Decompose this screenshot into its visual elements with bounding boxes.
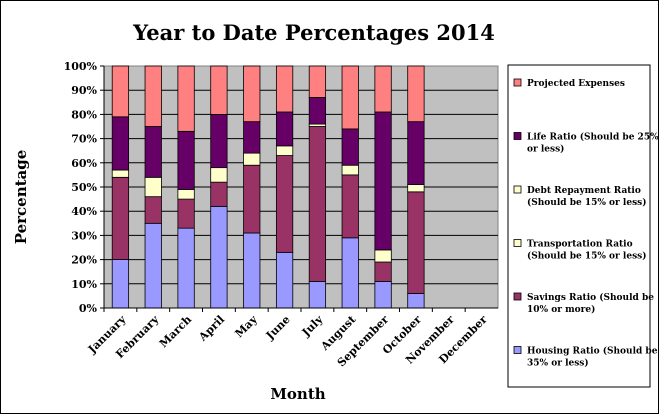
bar-segment (243, 65, 261, 123)
y-tick-label: 80% (71, 108, 97, 121)
bar-segment (275, 65, 294, 113)
y-tick-label: 50% (71, 181, 97, 194)
legend: Projected Expenses Life Ratio (Should be … (513, 78, 658, 369)
bar-segment (111, 116, 130, 171)
bar-segment (275, 251, 294, 309)
y-tick-label: 100% (64, 60, 98, 73)
bar-segment (111, 169, 130, 178)
x-tick-label: April (196, 313, 227, 344)
bar-segment (308, 65, 327, 98)
bars (111, 65, 425, 309)
x-tick-label: June (263, 313, 293, 343)
chart-title: Year to Date Percentages 2014 (132, 20, 495, 45)
y-axis-label: Percentage (12, 150, 30, 245)
legend-label-line: (Should be 15% or less) (527, 197, 646, 208)
bar-segment (407, 191, 425, 294)
bar-segment (177, 65, 195, 132)
bar-segment (144, 65, 162, 127)
bar-segment (210, 205, 228, 309)
bar-segment (308, 280, 327, 309)
legend-label-line: or less) (527, 144, 564, 155)
bar-segment (144, 176, 162, 198)
bar-segment (407, 293, 425, 309)
legend-box (507, 64, 651, 388)
bar-segment (341, 65, 359, 130)
bar-segment (177, 198, 195, 229)
bar-segment (177, 227, 195, 309)
bar-segment (308, 126, 327, 282)
y-tick-label: 0% (79, 302, 98, 315)
bar-segment (144, 126, 162, 178)
bar-segment (243, 232, 261, 309)
bar-segment (407, 184, 425, 193)
bar-segment (374, 261, 392, 282)
bar-segment (111, 176, 130, 261)
y-tick-label: 10% (71, 278, 97, 291)
bar-segment (177, 189, 195, 200)
legend-label-line: 35% or less) (527, 358, 589, 369)
bar-segment (275, 145, 294, 156)
x-tick-label: July (299, 313, 326, 340)
bar-segment (374, 111, 392, 251)
legend-label-line: Life Ratio (Should be 25% (527, 132, 658, 143)
bar-segment (243, 121, 261, 154)
bar-segment (243, 152, 261, 166)
bar-segment (275, 111, 294, 147)
bar-segment (341, 164, 359, 176)
legend-label-line: Transportation Ratio (527, 240, 633, 250)
legend-swatch (513, 78, 522, 87)
legend-swatch (513, 132, 522, 140)
legend-label-line: Debt Repayment Ratio (527, 186, 641, 196)
legend-label-line: Savings Ratio (Should be (527, 292, 654, 303)
bar-segment (341, 128, 359, 166)
bar-segment (243, 164, 261, 234)
legend-swatch (513, 185, 522, 194)
y-tick-label: 70% (71, 133, 97, 146)
bar-segment (341, 237, 359, 309)
bar-segment (111, 65, 130, 118)
legend-label: Savings Ratio (Should be 10% or more) (527, 292, 654, 315)
bar-segment (341, 174, 359, 239)
y-tick-label: 90% (71, 84, 97, 97)
x-tick-label: March (157, 313, 194, 350)
bar-segment (210, 181, 228, 207)
bar-segment (407, 65, 425, 123)
y-tick-label: 40% (71, 205, 97, 218)
legend-label: Transportation Ratio (Should be 15% or le… (527, 240, 646, 262)
y-tick-label: 60% (71, 157, 97, 170)
legend-label-line: (Should be 15% or less) (527, 251, 646, 262)
bar-segment (111, 259, 130, 309)
bar-segment (144, 222, 162, 309)
legend-label: Debt Repayment Ratio (Should be 15% or le… (527, 186, 646, 208)
bar-segment (374, 280, 392, 309)
bar-segment (374, 249, 392, 263)
bar-segment (210, 167, 228, 183)
legend-label: Housing Ratio (Should be 35% or less) (527, 346, 658, 369)
legend-label: Projected Expenses (527, 79, 625, 89)
x-tick-label: May (233, 313, 261, 341)
bar-segment (374, 65, 392, 113)
bar-segment (210, 65, 228, 115)
legend-swatch (513, 239, 522, 247)
bar-segment (144, 196, 162, 224)
gridlines (104, 89, 498, 285)
bar-segment (275, 155, 294, 253)
y-tick-label: 20% (71, 254, 97, 267)
legend-swatch (513, 346, 522, 354)
bar-segment (210, 114, 228, 169)
bar-segment (177, 130, 195, 190)
y-tick-label: 30% (71, 229, 97, 242)
bar-segment (308, 97, 327, 125)
legend-label-line: Housing Ratio (Should be (527, 346, 658, 357)
legend-label: Life Ratio (Should be 25% or less) (527, 132, 658, 155)
bar-segment (407, 121, 425, 185)
x-axis-label: Month (270, 385, 325, 403)
legend-label-line: 10% or more) (527, 304, 595, 315)
legend-label-line: Projected Expenses (527, 79, 625, 89)
y-axis: 0% 10% 20% 30% 40% 50% 60% 70% 80% 90% 100% (64, 60, 105, 315)
legend-swatch (513, 292, 522, 301)
